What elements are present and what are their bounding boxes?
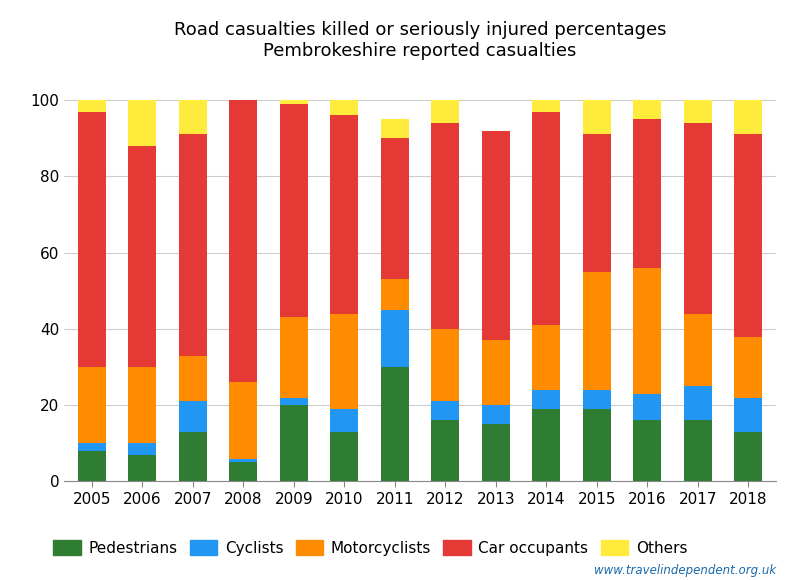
Bar bbox=[381, 280, 409, 310]
Bar bbox=[280, 397, 308, 405]
Bar bbox=[179, 135, 206, 356]
Bar bbox=[431, 100, 459, 123]
Bar bbox=[280, 100, 308, 104]
Bar bbox=[532, 111, 560, 325]
Bar bbox=[684, 386, 712, 420]
Bar bbox=[381, 138, 409, 280]
Bar bbox=[330, 100, 358, 115]
Title: Road casualties killed or seriously injured percentages
Pembrokeshire reported c: Road casualties killed or seriously inju… bbox=[174, 21, 666, 60]
Bar bbox=[634, 100, 661, 119]
Bar bbox=[381, 310, 409, 367]
Bar bbox=[179, 432, 206, 481]
Bar bbox=[381, 367, 409, 481]
Bar bbox=[280, 104, 308, 317]
Bar bbox=[482, 405, 510, 424]
Bar bbox=[634, 119, 661, 268]
Bar bbox=[179, 356, 206, 401]
Bar bbox=[128, 146, 156, 367]
Bar bbox=[684, 420, 712, 481]
Bar bbox=[734, 432, 762, 481]
Bar bbox=[482, 340, 510, 405]
Bar bbox=[128, 100, 156, 146]
Bar bbox=[179, 100, 206, 135]
Bar bbox=[330, 314, 358, 409]
Bar bbox=[78, 451, 106, 481]
Bar bbox=[583, 390, 610, 409]
Bar bbox=[532, 100, 560, 111]
Bar bbox=[532, 390, 560, 409]
Bar bbox=[230, 382, 257, 459]
Bar bbox=[583, 271, 610, 390]
Bar bbox=[532, 409, 560, 481]
Bar bbox=[78, 367, 106, 443]
Bar bbox=[482, 424, 510, 481]
Bar bbox=[734, 336, 762, 397]
Bar bbox=[381, 119, 409, 138]
Bar bbox=[734, 100, 762, 135]
Bar bbox=[532, 325, 560, 390]
Bar bbox=[431, 401, 459, 420]
Bar bbox=[128, 367, 156, 443]
Bar bbox=[230, 462, 257, 481]
Bar bbox=[179, 401, 206, 432]
Bar bbox=[280, 317, 308, 397]
Bar bbox=[230, 100, 257, 382]
Bar bbox=[583, 409, 610, 481]
Bar bbox=[431, 123, 459, 329]
Bar bbox=[634, 420, 661, 481]
Bar bbox=[330, 432, 358, 481]
Bar bbox=[734, 397, 762, 432]
Bar bbox=[431, 420, 459, 481]
Bar bbox=[280, 405, 308, 481]
Bar bbox=[482, 130, 510, 340]
Bar bbox=[684, 314, 712, 386]
Bar bbox=[330, 115, 358, 314]
Bar bbox=[330, 409, 358, 432]
Bar bbox=[431, 329, 459, 401]
Bar bbox=[583, 100, 610, 135]
Bar bbox=[128, 455, 156, 481]
Bar bbox=[684, 123, 712, 314]
Bar bbox=[583, 135, 610, 271]
Bar bbox=[734, 135, 762, 336]
Text: www.travelindependent.org.uk: www.travelindependent.org.uk bbox=[594, 564, 776, 577]
Bar bbox=[634, 268, 661, 394]
Bar bbox=[634, 394, 661, 420]
Bar bbox=[230, 459, 257, 462]
Legend: Pedestrians, Cyclists, Motorcyclists, Car occupants, Others: Pedestrians, Cyclists, Motorcyclists, Ca… bbox=[47, 534, 694, 562]
Bar bbox=[78, 100, 106, 111]
Bar bbox=[78, 111, 106, 367]
Bar bbox=[78, 443, 106, 451]
Bar bbox=[684, 100, 712, 123]
Bar bbox=[128, 443, 156, 455]
